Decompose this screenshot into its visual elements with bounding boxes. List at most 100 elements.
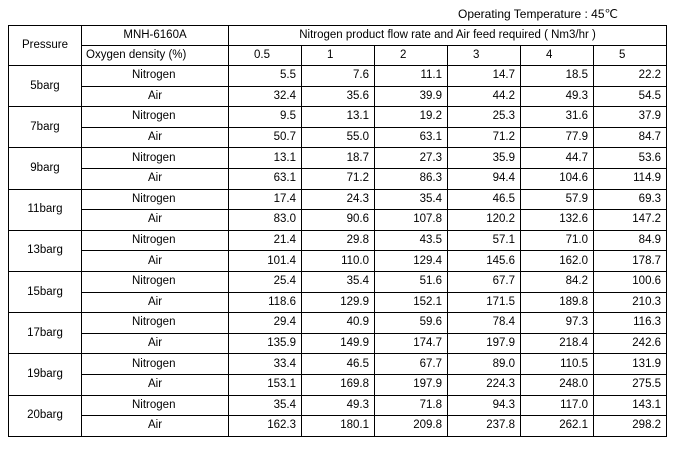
table-row-air: Air 101.4 110.0 129.4 145.6 162.0 178.7	[9, 250, 668, 272]
nitrogen-flow-cell: 27.3	[374, 147, 448, 169]
nitrogen-flow-cell: 35.4	[228, 394, 302, 417]
nitrogen-flow-cell: 29.4	[228, 312, 302, 334]
air-feed-cell: 162.0	[520, 250, 594, 272]
oxygen-level-header: 0.5	[228, 45, 302, 66]
model-name: MNH-6160A	[81, 25, 229, 46]
product-type-label: Air	[81, 85, 229, 108]
nitrogen-flow-cell: 78.4	[447, 312, 521, 334]
nitrogen-flow-cell: 97.3	[520, 312, 594, 334]
pressure-value: 19barg	[8, 353, 82, 396]
table-row-nitrogen: 7barg Nitrogen 9.5 13.1 19.2 25.3 31.6 37.9	[8, 106, 668, 149]
pressure-value: 20barg	[8, 394, 82, 437]
header-row-2: Oxygen density (%) 0.5 1 2 3 4 5	[9, 45, 668, 66]
table-row-air: Air 32.4 35.6 39.9 44.2 49.3 54.5	[9, 85, 668, 108]
oxygen-level-header: 3	[447, 45, 521, 66]
air-feed-cell: 32.4	[228, 85, 302, 108]
nitrogen-flow-cell: 29.8	[301, 229, 375, 252]
product-type-label: Air	[81, 415, 229, 437]
table-row-nitrogen: 11barg Nitrogen 17.4 24.3 35.4 46.5 57.9 69.3	[8, 188, 668, 231]
product-type-label: Nitrogen	[81, 188, 229, 211]
table-row-air: Air 83.0 90.6 107.8 120.2 132.6 147.2	[9, 209, 668, 231]
nitrogen-flow-cell: 17.4	[228, 188, 302, 211]
air-feed-cell: 71.2	[301, 167, 375, 190]
air-feed-cell: 169.8	[301, 373, 375, 396]
table-row-air: Air 118.6 129.9 152.1 171.5 189.8 210.3	[9, 291, 668, 314]
air-feed-cell: 145.6	[447, 250, 521, 272]
nitrogen-flow-cell: 43.5	[374, 229, 448, 252]
table-row-nitrogen: 9barg Nitrogen 13.1 18.7 27.3 35.9 44.7 53.6	[8, 147, 668, 190]
product-type-label: Nitrogen	[81, 106, 229, 128]
air-feed-cell: 275.5	[592, 373, 668, 396]
header-row-1: Pressure MNH-6160A Nitrogen product flow…	[8, 25, 668, 66]
pressure-value: 9barg	[8, 147, 82, 190]
product-type-label: Air	[81, 126, 229, 149]
nitrogen-flow-cell: 44.7	[520, 147, 594, 169]
pressure-value: 13barg	[8, 229, 82, 272]
nitrogen-flow-cell: 24.3	[301, 188, 375, 211]
nitrogen-flow-cell: 31.6	[520, 106, 594, 128]
nitrogen-flow-cell: 13.1	[301, 106, 375, 128]
air-feed-cell: 84.7	[592, 126, 668, 149]
pressure-value: 5barg	[8, 64, 82, 108]
air-feed-cell: 101.4	[228, 250, 302, 272]
nitrogen-flow-table: Pressure MNH-6160A Nitrogen product flow…	[8, 25, 668, 437]
air-feed-cell: 90.6	[301, 209, 375, 231]
air-feed-cell: 189.8	[520, 291, 594, 314]
nitrogen-flow-cell: 33.4	[228, 353, 302, 375]
nitrogen-flow-cell: 46.5	[447, 188, 521, 211]
product-type-label: Air	[81, 373, 229, 396]
air-feed-cell: 114.9	[592, 167, 668, 190]
table-row-nitrogen: 20barg Nitrogen 35.4 49.3 71.8 94.3 117.0 143.1	[8, 394, 668, 437]
air-feed-cell: 178.7	[592, 250, 668, 272]
air-feed-cell: 35.6	[301, 85, 375, 108]
nitrogen-flow-cell: 21.4	[228, 229, 302, 252]
nitrogen-flow-cell: 5.5	[228, 65, 302, 87]
pressure-value: 11barg	[8, 188, 82, 231]
nitrogen-flow-cell: 67.7	[374, 353, 448, 375]
nitrogen-flow-cell: 14.7	[447, 65, 521, 87]
table-row-nitrogen: 15barg Nitrogen 25.4 35.4 51.6 67.7 84.2 100.6	[8, 270, 668, 314]
air-feed-cell: 54.5	[592, 85, 668, 108]
nitrogen-flow-cell: 35.9	[447, 147, 521, 169]
product-type-label: Air	[81, 209, 229, 231]
air-feed-cell: 71.2	[447, 126, 521, 149]
nitrogen-flow-cell: 13.1	[228, 147, 302, 169]
air-feed-cell: 197.9	[374, 373, 448, 396]
product-type-label: Nitrogen	[81, 312, 229, 334]
nitrogen-flow-cell: 89.0	[447, 353, 521, 375]
product-type-label: Air	[81, 291, 229, 314]
air-feed-cell: 49.3	[520, 85, 594, 108]
table-row-nitrogen: 13barg Nitrogen 21.4 29.8 43.5 57.1 71.0 84.9	[8, 229, 668, 272]
air-feed-cell: 197.9	[447, 332, 521, 355]
air-feed-cell: 104.6	[520, 167, 594, 190]
nitrogen-flow-cell: 67.7	[447, 270, 521, 293]
pressure-value: 15barg	[8, 270, 82, 314]
air-feed-cell: 135.9	[228, 332, 302, 355]
air-feed-cell: 149.9	[301, 332, 375, 355]
nitrogen-flow-cell: 69.3	[592, 188, 668, 211]
air-feed-cell: 120.2	[447, 209, 521, 231]
nitrogen-flow-cell: 46.5	[301, 353, 375, 375]
air-feed-cell: 209.8	[374, 415, 448, 437]
oxygen-level-header: 2	[374, 45, 448, 66]
nitrogen-flow-cell: 18.7	[301, 147, 375, 169]
nitrogen-flow-cell: 100.6	[592, 270, 668, 293]
oxygen-level-header: 1	[301, 45, 375, 66]
product-type-label: Nitrogen	[81, 65, 229, 87]
air-feed-cell: 237.8	[447, 415, 521, 437]
air-feed-cell: 94.4	[447, 167, 521, 190]
air-feed-cell: 86.3	[374, 167, 448, 190]
air-feed-cell: 55.0	[301, 126, 375, 149]
flow-header: Nitrogen product flow rate and Air feed …	[227, 25, 668, 46]
nitrogen-flow-cell: 53.6	[592, 147, 668, 169]
nitrogen-flow-cell: 84.2	[520, 270, 594, 293]
nitrogen-flow-cell: 94.3	[447, 394, 521, 417]
product-type-label: Air	[81, 167, 229, 190]
table-row-air: Air 50.7 55.0 63.1 71.2 77.9 84.7	[9, 126, 668, 149]
product-type-label: Air	[81, 250, 229, 272]
nitrogen-flow-cell: 25.3	[447, 106, 521, 128]
table-row-air: Air 153.1 169.8 197.9 224.3 248.0 275.5	[9, 373, 668, 396]
nitrogen-flow-cell: 19.2	[374, 106, 448, 128]
product-type-label: Nitrogen	[81, 353, 229, 375]
air-feed-cell: 210.3	[592, 291, 668, 314]
